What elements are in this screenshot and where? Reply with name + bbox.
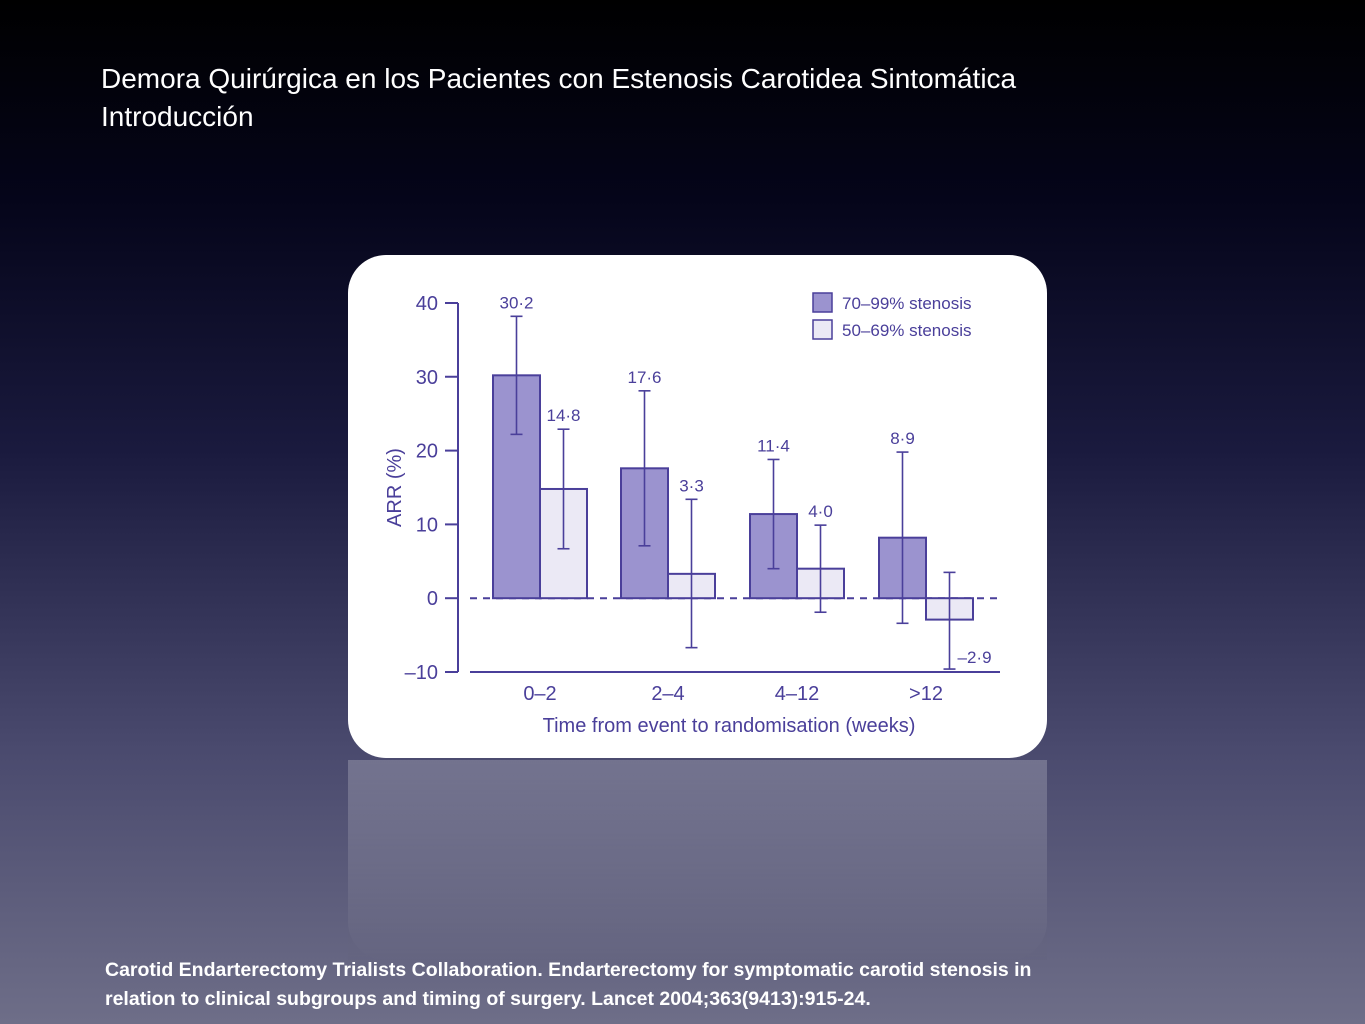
y-tick-label: 40 — [416, 293, 438, 315]
reflection-fade — [348, 760, 1047, 960]
y-axis-label: ARR (%) — [384, 448, 406, 527]
citation-line-2: relation to clinical subgroups and timin… — [105, 988, 871, 1010]
x-axis-label: Time from event to randomisation (weeks) — [543, 715, 916, 737]
data-label: 8·9 — [890, 429, 915, 448]
y-tick-label: 10 — [416, 514, 438, 536]
x-tick-label: 4–12 — [775, 683, 820, 705]
legend-swatch — [812, 292, 833, 313]
legend-swatch — [812, 319, 833, 340]
y-tick-label: –10 — [405, 662, 438, 684]
legend-label: 70–99% stenosis — [842, 294, 971, 313]
x-tick-label: 2–4 — [651, 683, 684, 705]
chart-card: 40 30 20 10 0 –10 ARR (%) Time from event to ra… — [348, 255, 1047, 758]
data-label: 11·4 — [757, 436, 790, 455]
data-label: 17·6 — [627, 368, 661, 387]
legend-label: 50–69% stenosis — [842, 321, 971, 340]
bar-chart: 40 30 20 10 0 –10 ARR (%) Time from event to ra… — [384, 292, 1000, 737]
title-line-1: Demora Quirúrgica en los Pacientes con E… — [101, 63, 1017, 94]
data-label: 14·8 — [546, 406, 580, 425]
x-tick-label: >12 — [909, 683, 943, 705]
y-tick-label: 20 — [416, 441, 438, 463]
chart-reflection — [348, 760, 1047, 960]
y-tick-label: 30 — [416, 367, 438, 389]
y-tick-label: 0 — [427, 588, 438, 610]
data-label: 4·0 — [808, 502, 833, 521]
citation-line-1: Carotid Endarterectomy Trialists Collabo… — [105, 959, 1032, 981]
slide-title: Demora Quirúrgica en los Pacientes con E… — [101, 60, 1251, 136]
x-tick-label: 0–2 — [523, 683, 556, 705]
data-label: 3·3 — [679, 476, 704, 495]
title-line-2: Introducción — [101, 101, 254, 132]
data-label: –2·9 — [958, 648, 992, 667]
citation: Carotid Endarterectomy Trialists Collabo… — [105, 956, 1285, 1014]
data-label: 30·2 — [499, 293, 533, 312]
